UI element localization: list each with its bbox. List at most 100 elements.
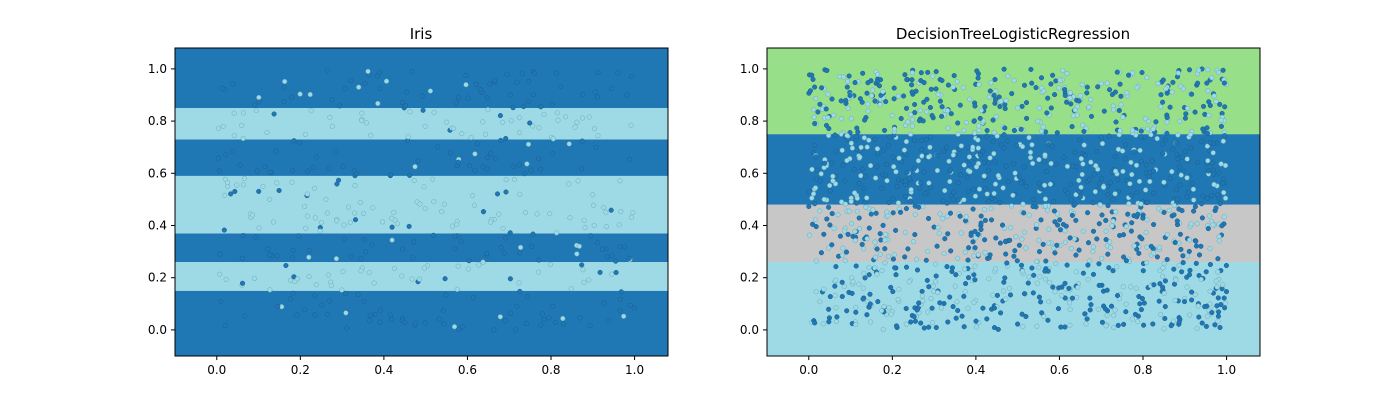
data-point (830, 173, 836, 179)
data-point (447, 150, 454, 156)
data-point (1162, 304, 1168, 310)
data-point (1007, 292, 1014, 298)
data-point (241, 182, 247, 188)
data-point (1132, 311, 1138, 317)
data-point (975, 137, 981, 143)
data-point (1121, 254, 1127, 260)
data-point (456, 327, 462, 333)
data-point (1011, 253, 1017, 259)
data-point (862, 275, 868, 281)
data-point (1076, 177, 1082, 183)
data-point (487, 219, 494, 225)
data-point (296, 140, 302, 146)
data-point (1185, 189, 1191, 195)
data-point (916, 300, 922, 306)
data-point (811, 114, 817, 120)
data-point (1068, 246, 1074, 252)
data-point (955, 120, 961, 126)
data-point (872, 136, 878, 142)
data-point (1220, 138, 1226, 144)
data-point (1191, 208, 1197, 214)
data-point (1099, 212, 1105, 218)
data-point (1219, 180, 1226, 186)
data-point (1081, 128, 1087, 134)
data-point (1215, 295, 1221, 301)
data-point (1019, 268, 1026, 274)
data-point (1054, 242, 1060, 248)
x-tick-label: 0.8 (541, 363, 560, 377)
data-point (1222, 305, 1228, 311)
data-point (1020, 201, 1026, 207)
data-point (1204, 80, 1210, 86)
data-point (929, 319, 936, 326)
data-point (920, 298, 926, 304)
data-point (888, 311, 894, 317)
data-point (1072, 149, 1078, 155)
data-point (345, 204, 351, 210)
data-point (864, 90, 870, 96)
region-band (175, 139, 668, 176)
data-point (1209, 75, 1215, 81)
data-point (912, 211, 918, 217)
data-point (824, 216, 830, 222)
data-point (1081, 142, 1087, 148)
data-point (895, 177, 901, 183)
data-point (818, 250, 824, 256)
data-point (1069, 124, 1075, 130)
data-point (1157, 311, 1164, 317)
data-point (841, 284, 847, 290)
data-point (554, 110, 560, 116)
data-point (256, 188, 262, 194)
data-point (1218, 161, 1224, 167)
data-point (941, 300, 947, 307)
data-point (880, 88, 886, 95)
chart-title: Iris (410, 25, 433, 43)
data-point (838, 98, 844, 104)
data-point (1073, 252, 1079, 258)
data-point (906, 279, 912, 285)
data-point (541, 111, 547, 118)
data-point (893, 323, 900, 329)
data-point (971, 155, 977, 161)
data-point (982, 217, 988, 223)
data-point (422, 320, 428, 326)
data-point (971, 118, 977, 124)
data-point (1052, 92, 1058, 98)
data-point (323, 196, 329, 202)
data-point (218, 298, 224, 304)
data-point (262, 164, 268, 170)
data-point (1154, 136, 1160, 142)
data-point (824, 67, 830, 74)
data-point (904, 77, 910, 83)
data-point (1115, 322, 1121, 328)
data-point (1113, 209, 1119, 215)
data-point (955, 131, 961, 137)
data-point (222, 323, 228, 329)
data-point (1029, 142, 1035, 148)
data-point (450, 125, 457, 131)
data-point (458, 239, 464, 245)
data-point (376, 69, 383, 75)
data-point (1175, 196, 1181, 202)
data-point (829, 96, 835, 102)
data-point (883, 99, 889, 105)
data-point (1090, 200, 1096, 206)
data-point (1062, 280, 1068, 286)
data-point (307, 247, 313, 253)
data-point (972, 193, 978, 199)
data-point (909, 89, 915, 95)
data-point (407, 172, 413, 178)
data-point (215, 125, 222, 131)
data-point (510, 105, 516, 111)
data-point (590, 192, 596, 198)
data-point (1211, 93, 1217, 99)
data-point (982, 237, 988, 243)
data-point (1218, 123, 1224, 129)
data-point (1077, 137, 1083, 143)
data-point (968, 232, 974, 238)
data-point (854, 125, 860, 131)
data-point (476, 262, 482, 268)
data-point (976, 186, 983, 192)
data-point (422, 123, 428, 129)
data-point (823, 106, 829, 112)
